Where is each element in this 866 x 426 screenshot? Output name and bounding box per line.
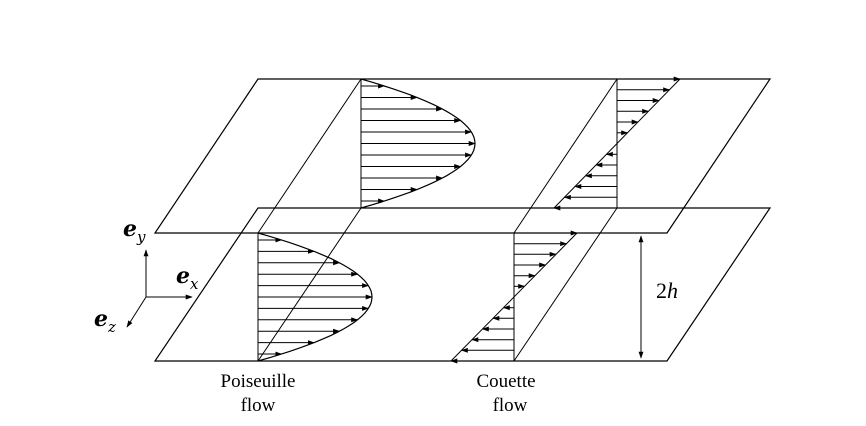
couette-section-upper-diag [513,78,618,234]
ex-label: ex [176,263,199,293]
couette-profile-lower [450,230,578,364]
couette-caption-line2: flow [493,395,528,416]
couette-section-lower-diag [513,207,618,362]
couette-caption-line1: Couette [476,371,535,392]
upper-plate [153,78,772,234]
couette-profile-upper [553,76,681,211]
poiseuille-section-upper-left [257,78,362,234]
poiseuille-section-lower-diag [257,207,362,362]
ez-label: ez [94,306,116,336]
gap-label: 2h [656,278,678,303]
poiseuille-caption-line2: flow [241,395,276,416]
poiseuille-profile-upper [360,78,476,209]
ey-label: ey [123,216,146,246]
ez-axis-arrow [126,296,147,328]
poiseuille-profile-lower [257,232,373,362]
poiseuille-caption-line1: Poiseuille [221,371,296,392]
